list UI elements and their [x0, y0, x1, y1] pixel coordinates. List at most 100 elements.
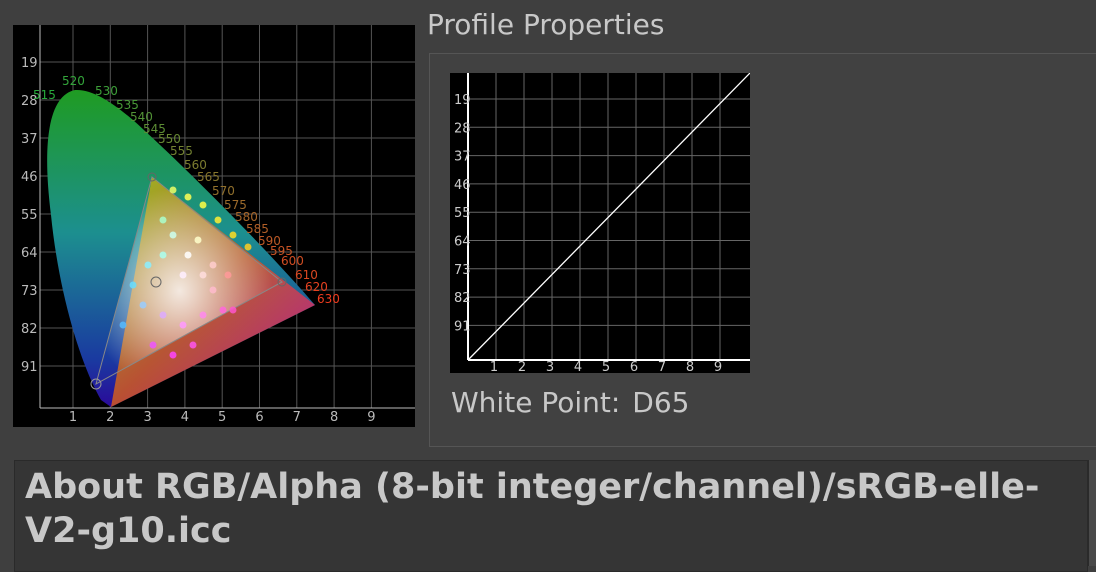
wavelength-label: 620: [305, 280, 328, 294]
x-tick-label: 6: [630, 360, 638, 373]
x-tick-label: 5: [602, 360, 610, 373]
y-tick-label: 19: [454, 93, 471, 108]
patch-dot: [209, 261, 217, 269]
red-primary: [277, 277, 287, 287]
patch-dot: [149, 341, 157, 349]
x-tick-label: 1: [490, 360, 498, 373]
wavelength-label: 575: [224, 198, 247, 212]
wavelength-label: 610: [295, 268, 318, 282]
patch-dot: [224, 271, 232, 279]
patch-dot: [219, 306, 227, 314]
green-primary: [147, 172, 157, 182]
patch-dot: [209, 286, 217, 294]
x-tick-label: 2: [106, 410, 114, 425]
wavelength-label: 570: [212, 184, 235, 198]
trc-line: [467, 73, 750, 361]
x-tick-label: 7: [293, 410, 301, 425]
wavelength-label: 555: [170, 144, 193, 158]
wavelength-label: 595: [270, 244, 293, 258]
patch-dot: [119, 321, 127, 329]
wavelength-label: 630: [317, 292, 340, 306]
x-tick-label: 3: [546, 360, 554, 373]
patch-dot: [199, 201, 207, 209]
patch-dot: [169, 351, 177, 359]
y-tick-label: 55: [454, 206, 471, 221]
wavelength-label: 585: [246, 222, 269, 236]
x-tick-label: 4: [181, 410, 189, 425]
patch-dot: [199, 311, 207, 319]
patch-dot: [159, 251, 167, 259]
x-tick-label: 5: [218, 410, 226, 425]
patch-dot: [179, 321, 187, 329]
wavelength-label: 590: [258, 234, 281, 248]
y-tick-label: 46: [454, 178, 471, 193]
patch-dot: [169, 186, 177, 194]
section-title: Profile Properties: [427, 8, 665, 41]
y-tick-label: 82: [21, 322, 38, 337]
blue-primary: [90, 378, 102, 390]
x-tick-label: 3: [143, 410, 151, 425]
white-point-marker: [150, 276, 162, 288]
x-tick-label: 8: [686, 360, 694, 373]
y-tick-label: 37: [21, 132, 38, 147]
x-tick-label: 2: [518, 360, 526, 373]
patch-dot: [144, 261, 152, 269]
wavelength-label: 580: [235, 210, 258, 224]
patch-dot: [214, 216, 222, 224]
white-point: White Point: D65: [451, 386, 689, 419]
patch-dot: [229, 231, 237, 239]
srgb-triangle: [95, 176, 283, 386]
y-tick-label: 64: [454, 235, 471, 250]
y-tick-label: 73: [21, 284, 38, 299]
patch-dot: [189, 341, 197, 349]
wavelength-label: 515: [33, 88, 56, 102]
chromaticity-diagram: 1 2 3 4 5 6 7 8 91928374655647382915155205305355…: [13, 25, 415, 427]
patch-dot: [169, 231, 177, 239]
patch-dot: [184, 193, 192, 201]
y-tick-label: 19: [21, 56, 38, 71]
wavelength-label: 530: [95, 84, 118, 98]
about-text: About RGB/Alpha (8-bit integer/channel)/…: [25, 467, 1040, 551]
y-tick-label: 28: [454, 121, 471, 136]
patch-dot: [199, 271, 207, 279]
x-tick-label: 9: [367, 410, 375, 425]
y-tick-label: 91: [454, 319, 471, 334]
y-tick-label: 37: [454, 150, 471, 165]
about-box: About RGB/Alpha (8-bit integer/channel)/…: [14, 460, 1088, 572]
scrollbar[interactable]: [1088, 460, 1096, 566]
wavelength-label: 560: [184, 158, 207, 172]
y-tick-label: 73: [454, 263, 471, 278]
white-point-label: White Point:: [451, 386, 621, 419]
y-tick-label: 55: [21, 208, 38, 223]
y-tick-label: 28: [21, 94, 38, 109]
y-tick-label: 91: [21, 360, 38, 375]
patch-dot: [184, 251, 192, 259]
patch-dot: [139, 301, 147, 309]
wavelength-label: 540: [130, 110, 153, 124]
x-tick-label: 1: [69, 410, 77, 425]
tone-curve: 1 2 3 4 5 6 7 8 9 19 28 37 46 55 64 73 82 91: [450, 73, 750, 373]
wavelength-label: 600: [281, 254, 304, 268]
x-tick-label: 6: [255, 410, 263, 425]
y-tick-label: 82: [454, 291, 471, 306]
patch-dot: [179, 271, 187, 279]
wavelength-label: 545: [143, 122, 166, 136]
wavelength-label: 565: [197, 170, 220, 184]
white-point-value: D65: [632, 386, 690, 419]
x-tick-label: 7: [658, 360, 666, 373]
patch-dot: [129, 281, 137, 289]
patch-dot: [194, 236, 202, 244]
y-tick-label: 64: [21, 246, 38, 261]
y-tick-label: 46: [21, 170, 38, 185]
x-tick-label: 8: [330, 410, 338, 425]
patch-dot: [159, 216, 167, 224]
patch-dot: [244, 243, 252, 251]
x-tick-label: 9: [714, 360, 722, 373]
patch-dot: [159, 311, 167, 319]
x-tick-label: 4: [574, 360, 582, 373]
patch-dot: [229, 306, 237, 314]
wavelength-label: 535: [116, 98, 139, 112]
wavelength-label: 550: [158, 132, 181, 146]
wavelength-label: 520: [62, 74, 85, 88]
